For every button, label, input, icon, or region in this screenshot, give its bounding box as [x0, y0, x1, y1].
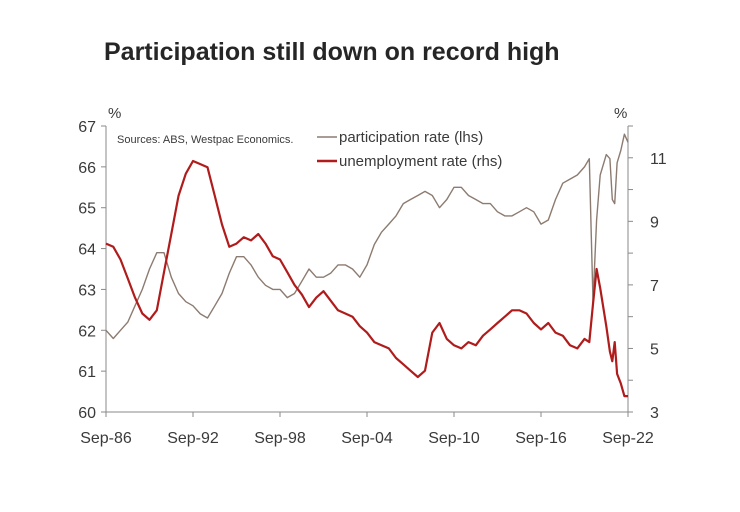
legend-label: unemployment rate (rhs) [339, 153, 502, 170]
right-tick-label: 7 [650, 278, 659, 295]
left-tick-label: 63 [78, 282, 96, 299]
left-tick-label: 60 [78, 405, 96, 422]
x-tick-label: Sep-22 [602, 430, 654, 447]
right-tick-label: 5 [650, 341, 659, 358]
x-tick-label: Sep-98 [254, 430, 306, 447]
chart-title: Participation still down on record high [104, 38, 560, 66]
left-tick-label: 62 [78, 323, 96, 340]
right-tick-label: 3 [650, 405, 659, 422]
left-tick-label: 65 [78, 201, 96, 218]
legend-label: participation rate (lhs) [339, 129, 483, 146]
participation-rate-line [105, 133, 629, 340]
x-tick-label: Sep-16 [515, 430, 567, 447]
left-tick-label: 64 [78, 242, 96, 259]
right-tick-label: 11 [650, 151, 667, 168]
right-axis-unit: % [614, 105, 627, 122]
left-tick-label: 61 [78, 364, 96, 381]
unemployment-rate-line [105, 159, 628, 398]
right-tick-label: 9 [650, 214, 659, 231]
left-tick-label: 67 [78, 119, 96, 136]
x-tick-label: Sep-86 [80, 430, 132, 447]
left-tick-label: 66 [78, 160, 96, 177]
x-tick-label: Sep-10 [428, 430, 480, 447]
x-tick-label: Sep-04 [341, 430, 393, 447]
source-note: Sources: ABS, Westpac Economics. [117, 134, 293, 146]
x-tick-label: Sep-92 [167, 430, 219, 447]
left-axis-unit: % [108, 105, 121, 122]
